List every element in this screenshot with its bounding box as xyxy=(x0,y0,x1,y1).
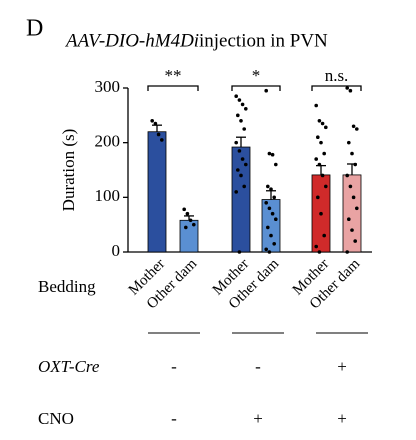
data-point xyxy=(188,218,193,223)
data-point xyxy=(272,195,277,200)
data-point xyxy=(322,233,327,238)
data-point xyxy=(324,125,328,130)
data-point xyxy=(237,250,242,254)
data-point xyxy=(270,152,275,157)
data-point xyxy=(355,206,359,211)
data-point xyxy=(272,242,277,246)
title: injection in PVN xyxy=(199,30,328,51)
significance-bracket xyxy=(147,85,199,91)
data-point xyxy=(184,225,188,230)
y-tick-label: 300 xyxy=(95,77,121,96)
data-point xyxy=(237,149,242,153)
data-point xyxy=(316,135,320,139)
data-point xyxy=(242,127,246,131)
condition-value: + xyxy=(337,357,347,376)
data-point xyxy=(348,184,353,189)
condition-value: - xyxy=(171,357,177,376)
data-point xyxy=(345,173,350,178)
data-point xyxy=(264,201,269,205)
data-point xyxy=(153,121,158,126)
data-point xyxy=(239,119,243,123)
condition-label: CNO xyxy=(38,409,74,428)
data-point xyxy=(324,184,328,189)
data-point xyxy=(269,233,273,238)
data-point xyxy=(314,103,319,108)
condition-value: + xyxy=(253,409,263,428)
data-point xyxy=(351,195,356,200)
data-point xyxy=(234,140,238,145)
data-point xyxy=(314,157,319,161)
condition-value: - xyxy=(171,409,177,428)
y-tick-label: 100 xyxy=(95,186,121,205)
data-point xyxy=(319,211,323,216)
y-tick-label: 0 xyxy=(112,241,121,260)
title-italic: AAV-DIO-hM4Di xyxy=(64,30,199,51)
data-point xyxy=(236,168,240,172)
data-point xyxy=(347,217,351,221)
data-point xyxy=(266,184,270,189)
data-point xyxy=(185,211,190,216)
data-point xyxy=(182,207,186,212)
data-point xyxy=(267,206,272,211)
data-point xyxy=(240,157,245,161)
significance-label: ** xyxy=(165,66,182,85)
data-point xyxy=(160,138,164,142)
data-point xyxy=(240,102,245,107)
data-point xyxy=(274,217,278,221)
data-point xyxy=(348,88,353,93)
bar xyxy=(231,146,251,253)
data-point xyxy=(156,132,161,137)
data-point xyxy=(239,173,243,178)
data-point xyxy=(237,98,242,102)
data-point xyxy=(345,86,350,90)
data-point xyxy=(320,121,325,126)
significance-label: * xyxy=(252,66,261,85)
data-point xyxy=(314,244,319,249)
data-point xyxy=(267,151,272,156)
significance-bracket xyxy=(231,85,281,91)
data-point xyxy=(192,222,196,227)
data-point xyxy=(316,195,320,200)
condition-value: - xyxy=(255,357,261,376)
data-point xyxy=(267,250,272,254)
data-point xyxy=(347,140,351,145)
data-point xyxy=(264,247,269,252)
data-point xyxy=(345,250,350,254)
bar xyxy=(147,131,167,253)
panel-label: D xyxy=(26,16,43,42)
x-axis-label: Bedding xyxy=(38,277,96,296)
data-point xyxy=(353,239,358,243)
condition-label: OXT-Cre xyxy=(38,357,100,376)
data-point xyxy=(322,151,327,156)
data-point xyxy=(317,119,322,123)
significance-bracket xyxy=(311,85,362,91)
data-point xyxy=(150,119,154,123)
data-point xyxy=(264,88,269,93)
data-point xyxy=(269,187,273,191)
data-point xyxy=(317,250,322,254)
data-point xyxy=(274,162,278,167)
data-point xyxy=(319,140,323,145)
condition-value: + xyxy=(337,409,347,428)
y-tick-label: 200 xyxy=(95,132,121,151)
data-point xyxy=(351,124,356,129)
data-point xyxy=(350,228,354,232)
data-point xyxy=(320,173,325,178)
bar xyxy=(261,199,281,253)
data-point xyxy=(242,184,246,189)
significance-label: n.s. xyxy=(325,66,349,85)
data-point xyxy=(266,225,270,230)
y-axis-label: Duration (s) xyxy=(59,129,78,212)
data-point xyxy=(244,106,248,111)
data-point xyxy=(350,151,354,156)
data-point xyxy=(234,94,238,98)
data-point xyxy=(355,127,359,131)
data-point xyxy=(234,190,238,194)
data-point xyxy=(236,113,240,118)
data-point xyxy=(244,162,248,167)
data-point xyxy=(270,211,275,216)
data-point xyxy=(353,162,358,167)
data-point xyxy=(317,162,322,167)
